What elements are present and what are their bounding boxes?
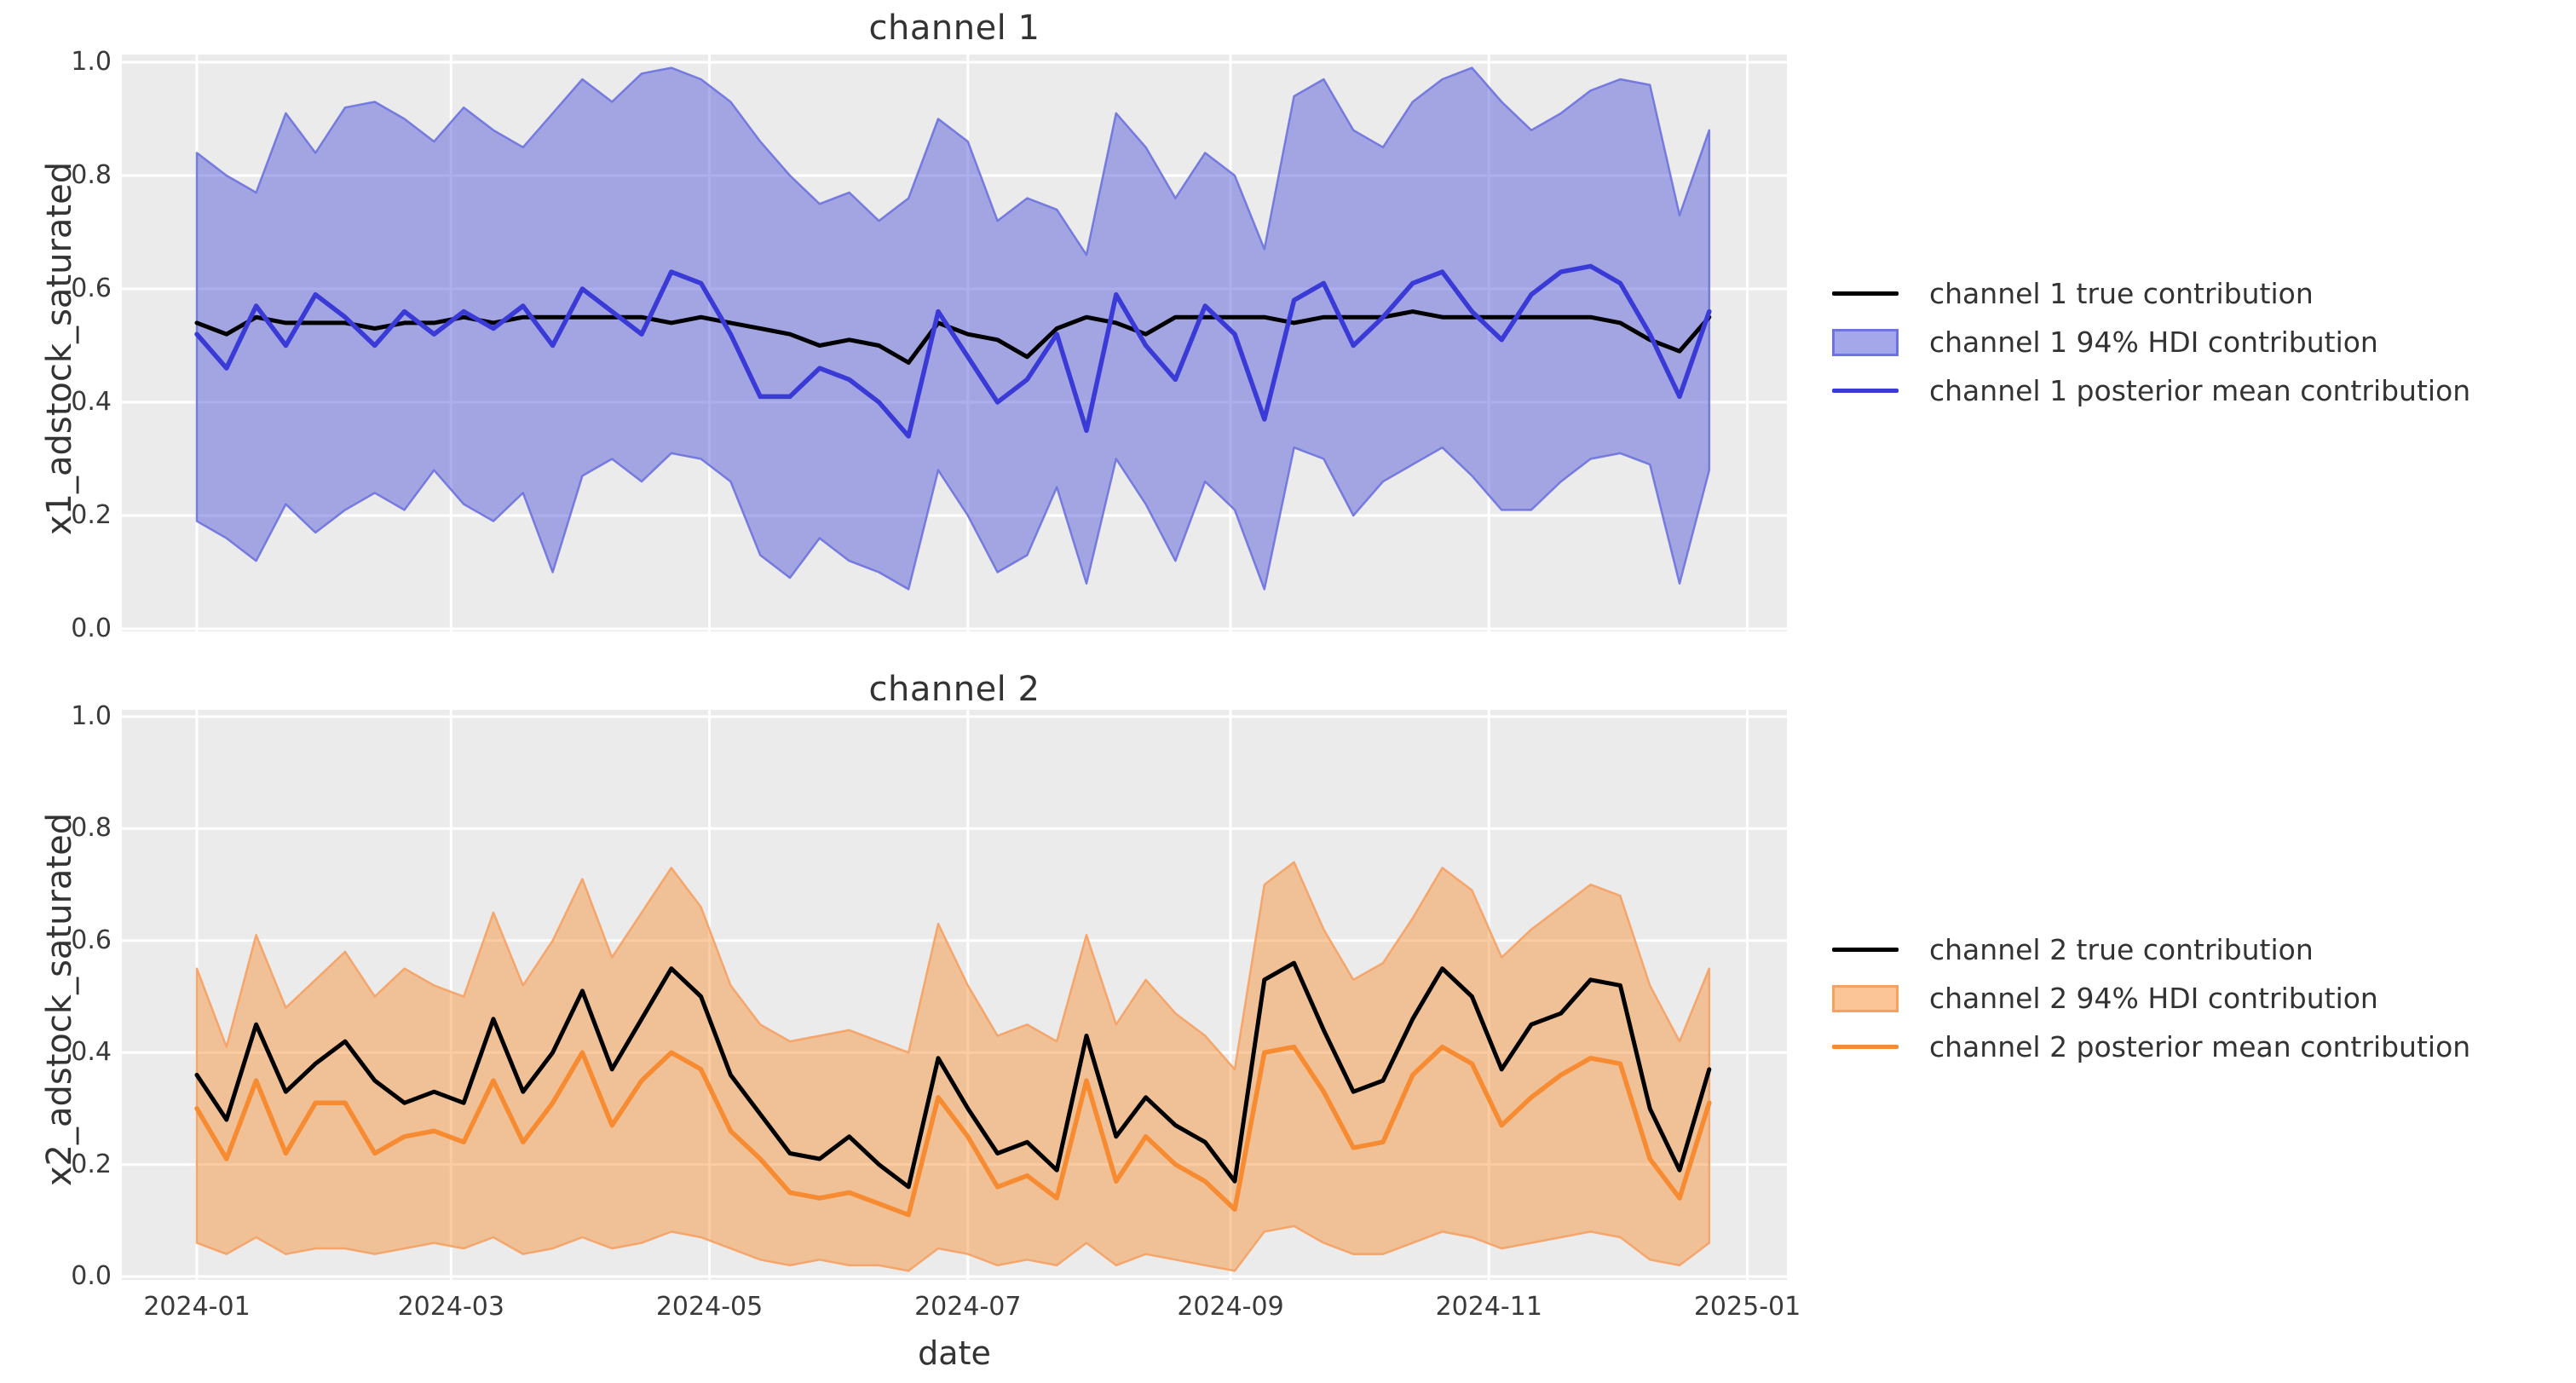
y-tick-label: 0.2 <box>71 500 112 530</box>
y-tick-label: 0.4 <box>71 1037 112 1068</box>
legend-label: channel 2 94% HDI contribution <box>1929 982 2378 1015</box>
chart2-y-axis-label: x2_adstock_saturated <box>40 812 79 1187</box>
legend-label: channel 1 94% HDI contribution <box>1929 326 2378 359</box>
hdi-band-swatch-icon <box>1832 984 1899 1012</box>
posterior-mean-line-swatch-icon <box>1832 389 1899 393</box>
legend-item-true: channel 2 true contribution <box>1832 925 2565 974</box>
legend-label: channel 1 posterior mean contribution <box>1929 374 2471 407</box>
chart1-y-axis-label: x1_adstock_saturated <box>40 161 79 536</box>
true-contribution-line <box>194 960 1712 1190</box>
chart2-legend: channel 2 true contribution channel 2 94… <box>1832 925 2565 1071</box>
legend-item-posterior: channel 1 posterior mean contribution <box>1832 366 2565 415</box>
y-tick-label: 0.0 <box>71 614 112 643</box>
y-tick-label: 1.0 <box>71 47 112 77</box>
chart1-legend: channel 1 true contribution channel 1 94… <box>1832 269 2565 415</box>
legend-item-true: channel 1 true contribution <box>1832 269 2565 318</box>
legend-item-hdi: channel 1 94% HDI contribution <box>1832 318 2565 366</box>
panel-background <box>122 710 1787 1280</box>
y-tick-label: 0.6 <box>71 925 112 955</box>
legend-item-hdi: channel 2 94% HDI contribution <box>1832 974 2565 1023</box>
true-line-swatch-icon <box>1832 948 1899 952</box>
posterior-mean-line <box>194 263 1712 439</box>
true-line-swatch-icon <box>1832 291 1899 296</box>
chart1-plot-area <box>122 55 1787 631</box>
y-tick-label: 0.6 <box>71 274 112 303</box>
x-tick-label: 2024-01 <box>143 1292 251 1322</box>
y-tick-label: 0.8 <box>71 160 112 190</box>
legend-item-posterior: channel 2 posterior mean contribution <box>1832 1023 2565 1071</box>
y-tick-label: 0.0 <box>71 1261 112 1291</box>
legend-label: channel 2 true contribution <box>1929 933 2314 966</box>
x-tick-label: 2025-01 <box>1693 1292 1801 1322</box>
legend-label: channel 1 true contribution <box>1929 277 2314 310</box>
posterior-mean-line <box>194 1044 1712 1218</box>
y-tick-label: 0.4 <box>71 387 112 417</box>
chart2-title: channel 2 <box>868 670 1040 709</box>
hdi-band <box>195 861 1711 1272</box>
x-tick-label: 2024-11 <box>1435 1292 1542 1322</box>
hdi-band-swatch-icon <box>1832 328 1899 356</box>
chart1-title: channel 1 <box>868 9 1040 48</box>
chart2-plot-area <box>122 710 1787 1280</box>
x-tick-label: 2024-05 <box>655 1292 764 1322</box>
y-tick-label: 0.2 <box>71 1149 112 1179</box>
x-axis-label: date <box>918 1334 991 1372</box>
y-tick-label: 1.0 <box>71 701 112 731</box>
x-tick-label: 2024-09 <box>1177 1292 1284 1322</box>
x-tick-label: 2024-07 <box>914 1292 1022 1322</box>
x-tick-label: 2024-03 <box>397 1292 504 1322</box>
y-tick-label: 0.8 <box>71 813 112 844</box>
legend-label: channel 2 posterior mean contribution <box>1929 1030 2471 1063</box>
posterior-mean-line-swatch-icon <box>1832 1045 1899 1049</box>
